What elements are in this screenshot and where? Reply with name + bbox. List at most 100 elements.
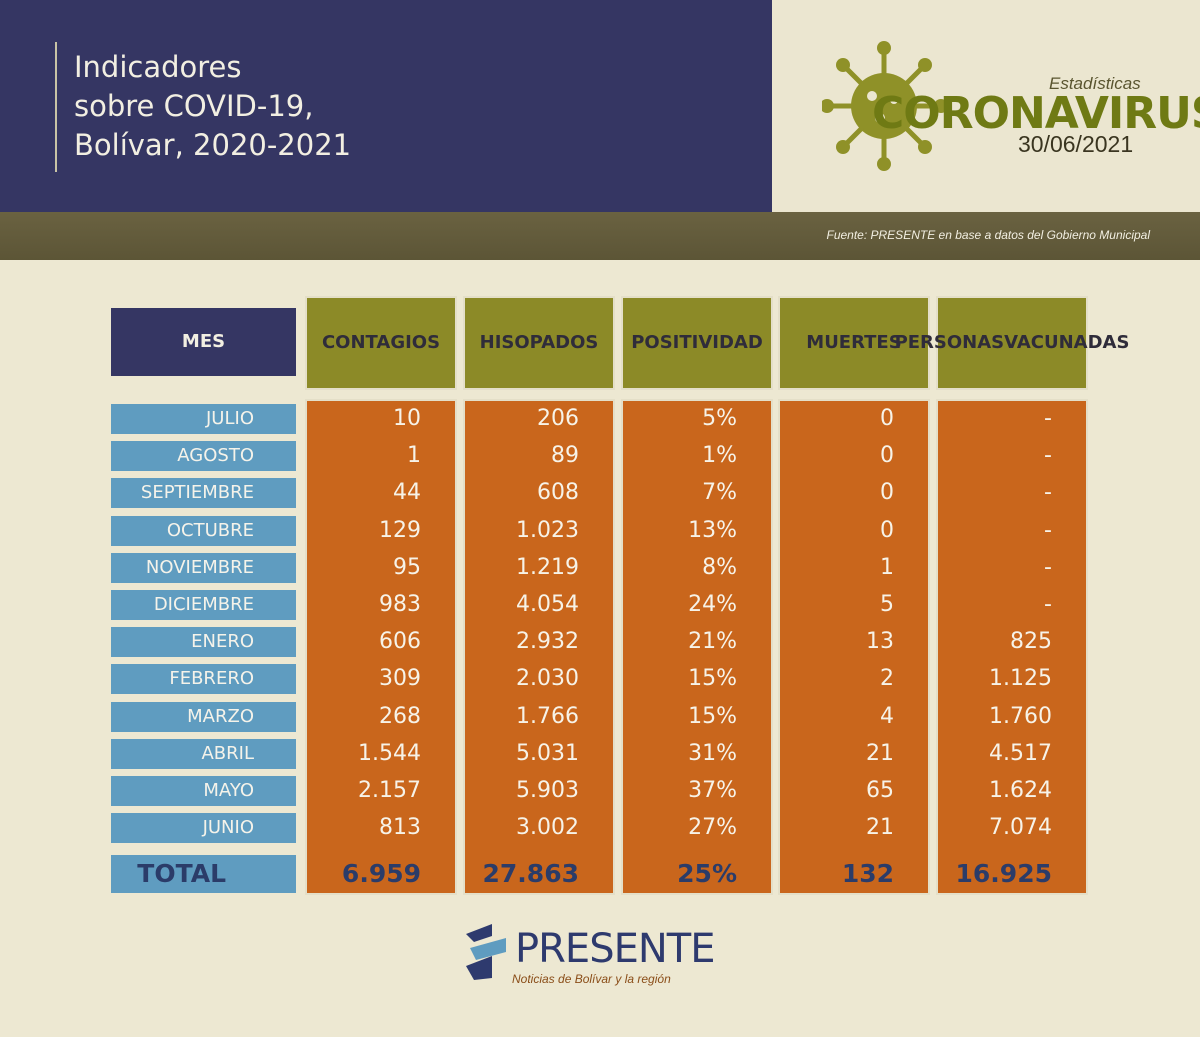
table-cell: 813 — [379, 815, 421, 841]
month-label: JUNIO — [111, 813, 296, 844]
table-cell: 4 — [880, 703, 894, 729]
month-label: AGOSTO — [111, 441, 296, 472]
month-label: ENERO — [111, 627, 296, 658]
table-cell: 1.760 — [989, 703, 1052, 729]
month-label: JULIO — [111, 404, 296, 434]
table-cell: 1% — [702, 443, 737, 469]
table-cell: 21 — [866, 740, 894, 766]
table-cell: - — [1044, 517, 1052, 543]
table-cell: 27% — [688, 815, 737, 841]
column-header-hisopados: HISOPADOS — [463, 296, 615, 390]
table-cell: 5.031 — [516, 740, 579, 766]
column-body-hisopados — [463, 399, 615, 895]
column-header-muertes: MUERTES — [778, 296, 930, 390]
column-header-positividad: POSITIVIDAD — [621, 296, 773, 390]
title-line-1: Indicadores — [74, 50, 242, 84]
table-cell: 206 — [537, 406, 579, 431]
table-cell: 15% — [688, 666, 737, 692]
presente-logo-icon — [466, 924, 506, 980]
table-cell: 5 — [880, 592, 894, 617]
table-cell: - — [1044, 592, 1052, 617]
table-cell: 44 — [393, 480, 421, 506]
table-cell: 0 — [880, 443, 894, 469]
table-cell: 1.023 — [516, 517, 579, 543]
table-cell: 8% — [702, 554, 737, 580]
table-cell: 1 — [880, 554, 894, 580]
table-cell: 13 — [866, 629, 894, 655]
coronavirus-badge: Estadísticas CORONAVIRUS 30/06/2021 — [772, 0, 1200, 212]
column-header-text: MUERTES — [806, 332, 902, 353]
badge-small-text: Estadísticas — [1049, 74, 1141, 93]
badge-date: 30/06/2021 — [1018, 131, 1134, 157]
title-line-2: sobre COVID-19, — [74, 89, 314, 123]
table-cell: 31% — [688, 740, 737, 766]
table-cell: 5% — [702, 406, 737, 431]
column-header-text: HISOPADOS — [479, 332, 599, 353]
table-cell: 0 — [880, 480, 894, 506]
table-cell: 268 — [379, 703, 421, 729]
table-cell: 21 — [866, 815, 894, 841]
title-line-3: Bolívar, 2020-2021 — [74, 128, 352, 162]
column-header-personas-vacunadas: PERSONAS VACUNADAS — [895, 296, 1129, 390]
source-bar: Fuente: PRESENTE en base a datos del Gob… — [0, 212, 1200, 260]
month-label: MAYO — [111, 776, 296, 806]
table-cell: 89 — [551, 443, 579, 469]
table-cell: 7% — [702, 480, 737, 506]
table-cell: 1 — [407, 443, 421, 469]
table-cell: 4.054 — [516, 592, 579, 617]
table-cell: 21% — [688, 629, 737, 655]
table-cell: 983 — [379, 592, 421, 617]
table-cell: - — [1044, 443, 1052, 469]
table-cell: 0 — [880, 406, 894, 431]
table-cell: 2.932 — [516, 629, 579, 655]
table-cell: 7.074 — [989, 815, 1052, 841]
month-label: DICIEMBRE — [111, 590, 296, 620]
table-cell: - — [1044, 406, 1052, 431]
table-cell: 3.002 — [516, 815, 579, 841]
table-cell: 1.125 — [989, 666, 1052, 692]
column-header-mes: MES — [111, 308, 296, 376]
column-header-contagios: CONTAGIOS — [305, 296, 457, 390]
virus-icon — [822, 41, 948, 171]
table-cell: 825 — [1010, 629, 1052, 655]
column-body-muertes — [778, 399, 930, 895]
table-cell: 1.544 — [358, 740, 421, 766]
source-text: Fuente: PRESENTE en base a datos del Gob… — [826, 228, 1150, 242]
column-header-text: POSITIVIDAD — [631, 332, 763, 353]
column-header-text: PERSONAS — [894, 332, 1005, 353]
table-cell: 1.766 — [516, 703, 579, 729]
month-label: FEBRERO — [111, 664, 296, 695]
table-cell: 95 — [393, 554, 421, 580]
page-title: Indicadores sobre COVID-19, Bolívar, 202… — [74, 48, 351, 165]
total-cell: 27.863 — [482, 859, 579, 888]
month-label: MARZO — [111, 701, 296, 732]
column-header-text: MES — [181, 331, 226, 352]
column-body-contagios — [305, 399, 457, 895]
table-cell: 0 — [880, 517, 894, 543]
header-divider-line — [55, 42, 57, 172]
table-cell: 10 — [393, 406, 421, 431]
table-cell: 2.157 — [358, 778, 421, 803]
table-cell: 1.624 — [989, 778, 1052, 803]
table-cell: 608 — [537, 480, 579, 506]
total-cell: 16.925 — [955, 859, 1052, 888]
logo-wordmark: PRESENTE — [515, 926, 715, 972]
header-panel: Indicadores sobre COVID-19, Bolívar, 202… — [0, 0, 772, 212]
table-cell: 129 — [379, 517, 421, 543]
column-header-text: VACUNADAS — [1004, 332, 1130, 353]
table-cell: 606 — [379, 629, 421, 655]
month-label: OCTUBRE — [111, 515, 296, 546]
table-cell: 2 — [880, 666, 894, 692]
table-cell: 13% — [688, 517, 737, 543]
table-cell: 24% — [688, 592, 737, 617]
total-cell: 25% — [677, 859, 737, 888]
table-cell: - — [1044, 554, 1052, 580]
logo-tagline: Noticias de Bolívar y la región — [512, 972, 671, 986]
column-body-personas-vacunadas — [936, 399, 1088, 895]
table-cell: 2.030 — [516, 666, 579, 692]
table-cell: 5.903 — [516, 778, 579, 803]
table-cell: 15% — [688, 703, 737, 729]
badge-big-text: CORONAVIRUS — [872, 88, 1200, 139]
table-cell: 65 — [866, 778, 894, 803]
table-cell: - — [1044, 480, 1052, 506]
